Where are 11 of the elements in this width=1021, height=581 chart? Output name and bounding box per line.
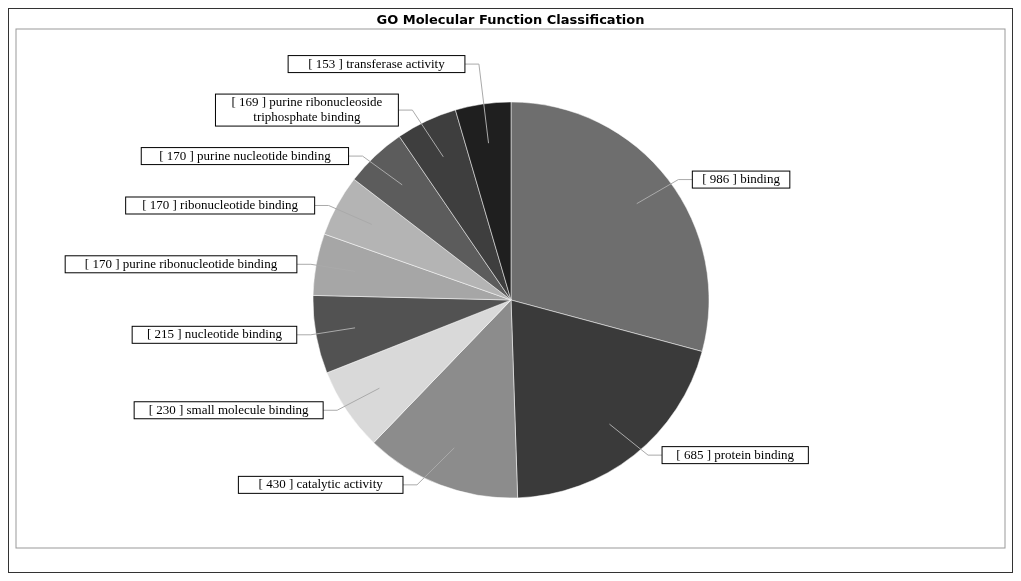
slice-label: [ 986 ] binding (702, 171, 781, 187)
slice-label: [ 153 ] transferase activity (308, 55, 446, 71)
slice-label: [ 215 ] nucleotide binding (146, 326, 283, 342)
legend-label: [ 170 ] purine ribonucleotide binding (84, 255, 278, 271)
slice-label: [ 230 ] small molecule binding (148, 401, 310, 417)
slice-label: [ 430 ] catalytic activity (258, 476, 384, 492)
chart-title: GO Molecular Function Classification (376, 12, 645, 27)
slice-label: [ 685 ] protein binding (676, 446, 795, 462)
slice-label: [ 169 ] purine ribonucleoside triphosphate binding (231, 94, 383, 125)
slice-label: [ 170 ] ribonucleotide binding (142, 197, 299, 212)
slice-label: [ 170 ] purine nucleotide binding (159, 147, 332, 163)
